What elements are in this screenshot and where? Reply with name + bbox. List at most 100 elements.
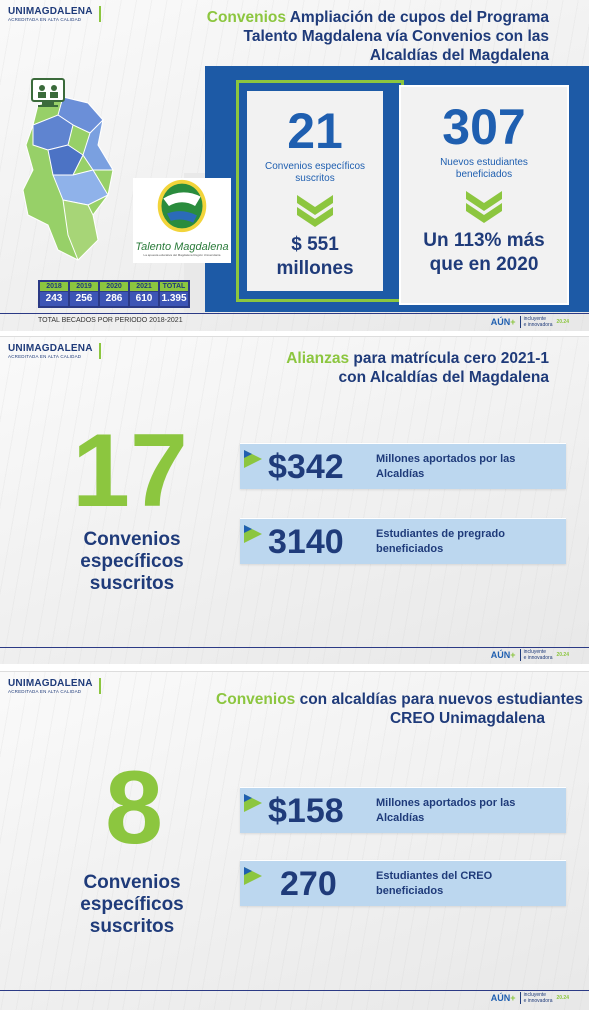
- students-label: beneficiados: [455, 169, 513, 180]
- caption-line: Convenios: [83, 529, 181, 550]
- title-line: Alcaldías del Magdalena: [369, 47, 549, 64]
- students-bar: 270 Estudiantes del CREO beneficiados: [240, 860, 566, 906]
- footer-line: [0, 313, 589, 314]
- amount-unit: millones: [276, 258, 354, 279]
- talento-magdalena-logo: Talento Magdalena La apuesta educativa d…: [133, 178, 231, 263]
- aun-word: AÚN: [490, 993, 511, 1003]
- aun-word: AÚN: [490, 650, 511, 660]
- caption-line: suscritos: [89, 573, 175, 594]
- year-cell: 2021 610: [130, 282, 158, 306]
- desc-line: Millones aportados por las: [376, 453, 516, 465]
- year-value: 256: [70, 292, 98, 306]
- slide-alianzas: UNIMAGDALENA ACREDITADA EN ALTA CALIDAD …: [0, 336, 589, 664]
- contribution-desc: Millones aportados por las Alcaldías: [376, 452, 515, 482]
- aun-year: 20.24: [556, 652, 569, 658]
- agreements-caption: Convenios específicos suscritos: [52, 872, 212, 938]
- title-highlight: Alianzas: [286, 350, 350, 367]
- caption-line: específicos: [80, 551, 184, 572]
- desc-line: Millones aportados por las: [376, 797, 516, 809]
- agreements-label: Convenios específicos: [264, 161, 366, 172]
- aun-tag: e innovadora: [523, 998, 553, 1004]
- aun-tag: e innovadora: [523, 655, 553, 661]
- brand-logo: UNIMAGDALENA ACREDITADA EN ALTA CALIDAD: [8, 343, 101, 359]
- title-line: Ampliación de cupos del Programa: [286, 9, 549, 26]
- brand-tagline: ACREDITADA EN ALTA CALIDAD: [8, 354, 82, 359]
- brand-tagline: ACREDITADA EN ALTA CALIDAD: [8, 689, 82, 694]
- contribution-value: $342: [268, 448, 344, 486]
- aun-plus: +: [510, 993, 516, 1003]
- desc-line: beneficiados: [376, 885, 444, 897]
- year-value: 610: [130, 292, 158, 306]
- year-value: 286: [100, 292, 128, 306]
- play-arrow-icon: [244, 867, 262, 885]
- students-value: 3140: [268, 523, 344, 561]
- brand-logo: UNIMAGDALENA ACREDITADA EN ALTA CALIDAD: [8, 678, 101, 694]
- agreements-big-number: 8: [105, 750, 163, 866]
- students-desc: Estudiantes de pregrado beneficiados: [376, 527, 505, 557]
- contribution-bar: $342 Millones aportados por las Alcaldías: [240, 443, 566, 489]
- growth-note: Un 113% más: [423, 230, 545, 251]
- online-class-icon: [31, 78, 65, 107]
- contribution-desc: Millones aportados por las Alcaldías: [376, 796, 515, 826]
- aun-tag: incluyente: [523, 992, 547, 998]
- year-cell: 2019 256: [70, 282, 98, 306]
- students-label: Nuevos estudiantes: [440, 157, 528, 168]
- chevron-down-icon: [466, 191, 502, 223]
- year-label: 2021: [130, 282, 158, 291]
- aun-year: 20.24: [556, 995, 569, 1001]
- brand-name: UNIMAGDALENA: [8, 678, 93, 689]
- students-bar: 3140 Estudiantes de pregrado beneficiados: [240, 518, 566, 564]
- logo-subtext: La apuesta educativa del Magdalena Regió…: [143, 253, 221, 257]
- brand-tagline: ACREDITADA EN ALTA CALIDAD: [8, 17, 82, 22]
- students-desc: Estudiantes del CREO beneficiados: [376, 869, 492, 899]
- agreements-label: suscritos: [295, 173, 335, 184]
- slide-creo: UNIMAGDALENA ACREDITADA EN ALTA CALIDAD …: [0, 671, 589, 1010]
- slide-title: Alianzas para matrícula cero 2021-1 con …: [286, 349, 549, 387]
- slide-background: [0, 672, 589, 1010]
- year-label: 2020: [100, 282, 128, 291]
- title-line: CREO Unimagdalena: [389, 710, 545, 727]
- year-label: 2019: [70, 282, 98, 291]
- title-highlight: Convenios: [216, 691, 296, 708]
- desc-line: Alcaldías: [376, 468, 425, 480]
- contribution-value: $158: [268, 792, 344, 830]
- desc-line: Estudiantes de pregrado: [376, 528, 505, 540]
- chevron-down-icon: [297, 195, 333, 227]
- year-value: 1.395: [160, 292, 188, 306]
- year-value: 243: [40, 292, 68, 306]
- footer-line: [0, 647, 589, 648]
- year-label: TOTAL: [160, 282, 188, 291]
- aun-year: 20.24: [556, 319, 569, 325]
- aun-plus: +: [510, 650, 516, 660]
- students-count: 307: [442, 99, 526, 155]
- title-line: para matrícula cero 2021-1: [349, 350, 549, 367]
- year-cell: 2020 286: [100, 282, 128, 306]
- caption-line: específicos: [80, 894, 184, 915]
- slide-background: [0, 337, 589, 664]
- agreements-caption: Convenios específicos suscritos: [52, 529, 212, 595]
- aun-logo: AÚN+ incluyente e innovadora 20.24: [491, 316, 569, 328]
- slide-title: Convenios con alcaldías para nuevos estu…: [216, 690, 583, 728]
- brand-name: UNIMAGDALENA: [8, 6, 93, 17]
- table-caption: TOTAL BECADOS POR PERIODO 2018-2021: [38, 317, 183, 324]
- scholars-per-year-table: 2018 243 2019 256 2020 286 2021 610 TOTAL 1.3…: [38, 280, 190, 308]
- growth-note: que en 2020: [429, 254, 539, 275]
- agreements-count: 21: [287, 103, 343, 159]
- caption-line: suscritos: [89, 916, 175, 937]
- amount-value: $ 551: [291, 234, 339, 255]
- brand-name: UNIMAGDALENA: [8, 343, 93, 354]
- desc-line: Alcaldías: [376, 812, 425, 824]
- slide-talento-magdalena: UNIMAGDALENA ACREDITADA EN ALTA CALIDAD …: [0, 0, 589, 331]
- title-line: con alcaldías para nuevos estudiantes: [295, 691, 583, 708]
- year-label: 2018: [40, 282, 68, 291]
- play-arrow-icon: [244, 794, 262, 812]
- students-card: 307 Nuevos estudiantes beneficiados Un 1…: [399, 85, 569, 305]
- contribution-bar: $158 Millones aportados por las Alcaldías: [240, 787, 566, 833]
- aun-tag: incluyente: [523, 316, 547, 322]
- title-highlight: Convenios: [206, 9, 286, 26]
- footer-line: [0, 990, 589, 991]
- aun-plus: +: [510, 317, 516, 327]
- year-cell: 2018 243: [40, 282, 68, 306]
- aun-logo: AÚN+ incluyente e innovadora 20.24: [491, 649, 569, 661]
- agreements-card: 21 Convenios específicos suscritos $ 551…: [236, 80, 404, 302]
